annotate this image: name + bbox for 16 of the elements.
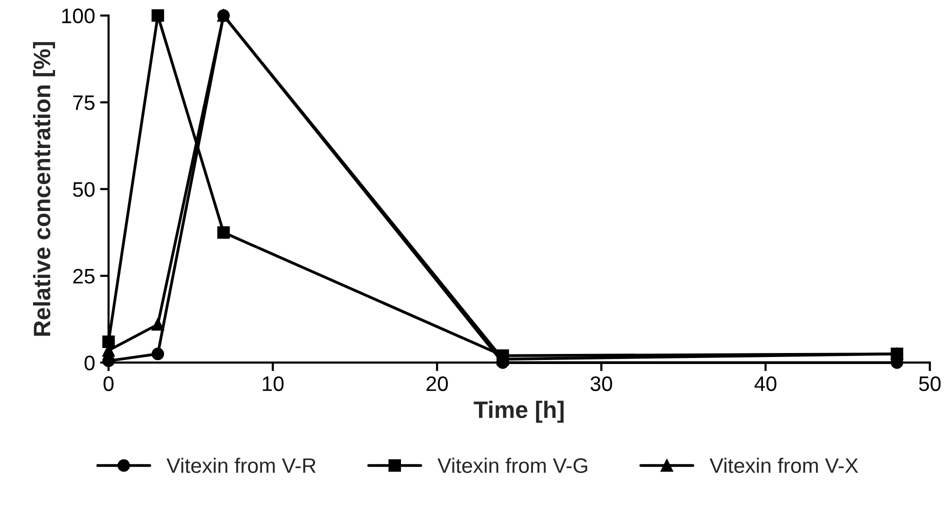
legend-label: Vitexin from V-G	[438, 458, 588, 474]
y-tick-label: 75	[73, 96, 94, 110]
x-tick-label: 10	[262, 376, 284, 392]
legend-label: Vitexin from V-R	[166, 458, 316, 474]
y-tick-label: 0	[84, 356, 95, 370]
x-tick-label: 20	[426, 376, 448, 392]
x-tick-label: 0	[104, 376, 114, 392]
x-tick-label: 50	[919, 376, 941, 392]
legend-label: Vitexin from V-X	[710, 458, 858, 474]
x-tick-label: 40	[754, 376, 776, 392]
y-axis-title: Relative concentration [%]	[33, 42, 56, 336]
x-axis-title: Time [h]	[474, 400, 564, 423]
y-tick-label: 100	[62, 8, 95, 24]
y-tick-label: 50	[73, 182, 95, 197]
x-tick-label: 30	[590, 376, 612, 392]
y-tick-label: 25	[73, 268, 94, 284]
